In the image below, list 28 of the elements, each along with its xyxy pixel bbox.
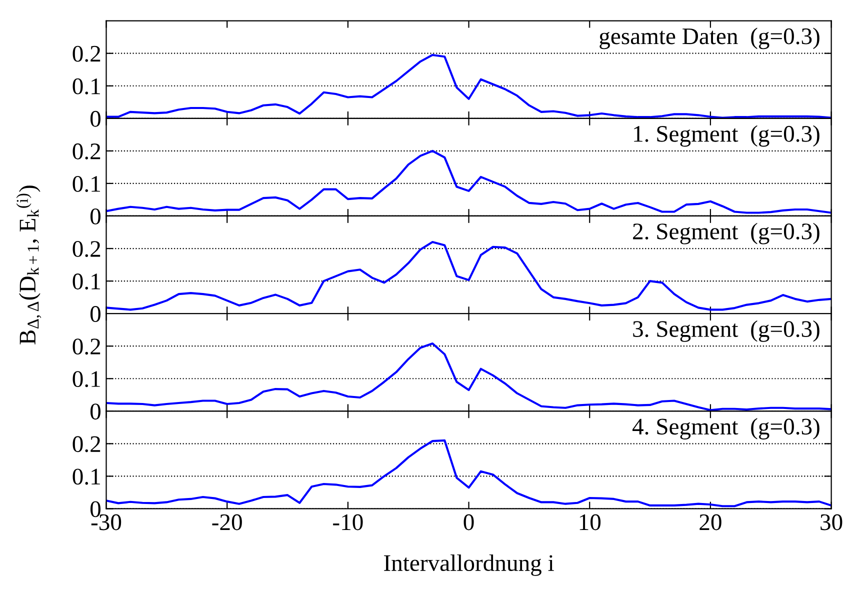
- y-tick-label: 0.2: [72, 436, 100, 452]
- chart-title: 3. Segment (g=0.3): [633, 320, 820, 342]
- y-tick-label: 0: [90, 208, 100, 224]
- y-tick-label: 0.1: [72, 371, 100, 388]
- y-tick-label: 0: [90, 110, 100, 127]
- y-tick-label: 0.2: [72, 338, 100, 355]
- y-tick-label: 0.2: [72, 46, 100, 62]
- x-tick-label: 20: [700, 514, 722, 530]
- y-tick-label: 0.2: [72, 241, 100, 258]
- y-tick-label: 0.1: [72, 274, 100, 290]
- y-tick-label: 0: [90, 404, 100, 420]
- x-axis-title: Intervallordnung i: [384, 554, 554, 576]
- x-tick-label: 10: [580, 514, 601, 530]
- y-tick-label: 0.1: [72, 78, 100, 94]
- x-tick-label: -10: [333, 514, 363, 530]
- x-tick-label: 0: [464, 514, 474, 530]
- chart-title: 4. Segment (g=0.3): [632, 418, 820, 440]
- chart-title: 1. Segment (g=0.3): [634, 125, 820, 147]
- y-tick-label: 0.2: [72, 143, 100, 160]
- chart-title: gesamte Daten (g=0.3): [600, 28, 820, 50]
- line-series: [106, 150, 832, 214]
- y-axis-title: B$_{Δ,Δ}$(D$_{k+1}$, E$_{k}$$^{(i)}$): [16, 186, 42, 344]
- x-tick-label: -20: [212, 514, 242, 530]
- y-tick-label: 0: [90, 306, 100, 322]
- x-tick-label: 30: [820, 514, 842, 530]
- chart-title: 2. Segment (g=0.3): [633, 222, 820, 244]
- y-tick-label: 0.1: [72, 176, 100, 192]
- y-tick-label: 0.1: [72, 468, 100, 485]
